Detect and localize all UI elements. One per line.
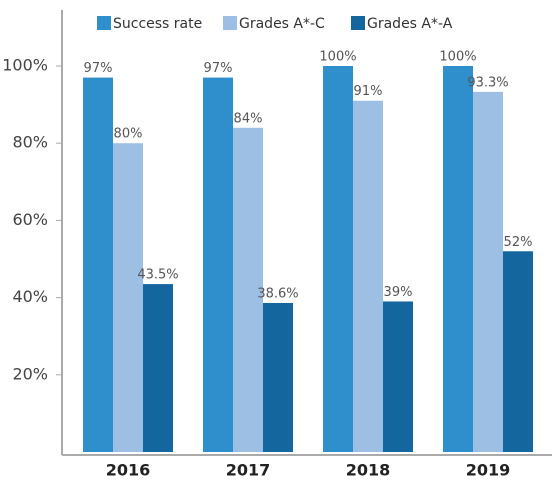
value-label: 100% (439, 50, 476, 65)
y-tick-label: 60% (12, 210, 48, 229)
legend-label: Grades A*-C (239, 16, 325, 32)
legend-label: Grades A*-A (367, 16, 453, 32)
legend-swatch (351, 16, 365, 30)
bar (143, 284, 173, 452)
bar (353, 100, 383, 453)
value-label: 97% (204, 61, 233, 76)
value-label: 52% (504, 235, 533, 250)
bar (443, 66, 473, 452)
y-tick-label: 40% (12, 287, 48, 306)
x-tick-label: 2017 (226, 461, 271, 480)
bar (203, 77, 233, 452)
value-label: 100% (319, 50, 356, 65)
bar (263, 303, 293, 452)
bar (383, 301, 413, 452)
value-label: 97% (84, 61, 113, 76)
legend-swatch (223, 16, 237, 30)
value-label: 93.3% (467, 75, 508, 90)
value-label: 38.6% (257, 287, 298, 302)
y-tick-label: 80% (12, 133, 48, 152)
y-tick-label: 100% (2, 56, 48, 75)
x-tick-label: 2016 (106, 461, 151, 480)
y-tick-label: 20% (12, 364, 48, 383)
bar (323, 66, 353, 452)
legend-swatch (97, 16, 111, 30)
bar (233, 127, 263, 452)
x-tick-label: 2019 (466, 461, 511, 480)
bar (83, 77, 113, 452)
bar (503, 251, 533, 452)
value-label: 84% (234, 111, 263, 126)
value-label: 80% (114, 127, 143, 142)
value-label: 43.5% (137, 268, 178, 283)
value-label: 91% (354, 84, 383, 99)
bar (113, 143, 143, 452)
value-label: 39% (384, 285, 413, 300)
bar (473, 91, 503, 452)
x-tick-label: 2018 (346, 461, 391, 480)
legend-label: Success rate (113, 16, 202, 32)
